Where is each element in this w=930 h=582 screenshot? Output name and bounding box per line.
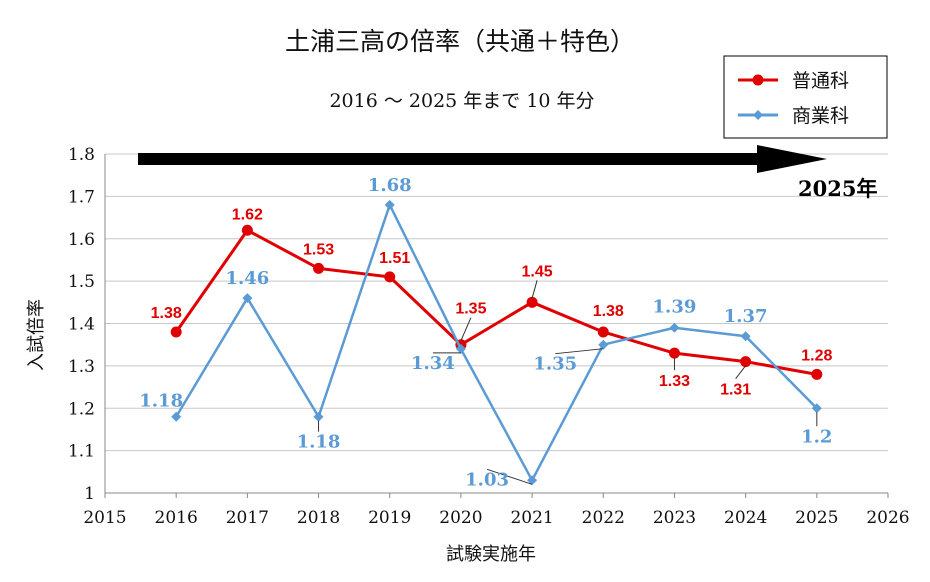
series-group: 1.38 1.62 1.53 1.51 1.35 1.45 1.38 1.33 1.31 1.28…: [139, 175, 832, 490]
label-leader-line: [555, 348, 604, 355]
data-point: [669, 322, 680, 333]
data-label: 1.62: [232, 206, 263, 223]
data-label: 1.31: [720, 382, 751, 399]
data-label: 1.51: [379, 250, 410, 267]
x-axis-label: 試験実施年: [446, 544, 536, 565]
data-point: [526, 296, 538, 308]
chart-title: 土浦三高の倍率（共通＋特色）: [285, 27, 635, 56]
data-label: 1.38: [151, 305, 182, 322]
x-tick-label: 2019: [368, 508, 411, 528]
chart-subtitle: 2016 ～ 2025 年まで 10 年分: [329, 90, 594, 112]
arrow-shape: [138, 145, 827, 173]
y-tick-label: 1.2: [68, 399, 95, 419]
legend-swatch-marker: [753, 110, 763, 120]
x-tick-label: 2020: [439, 508, 482, 528]
data-label: 1.68: [368, 175, 412, 196]
label-leader-line: [460, 317, 472, 341]
data-point: [455, 343, 466, 354]
x-tick-label: 2026: [866, 508, 909, 528]
series-line-shougyou: [175, 203, 818, 482]
data-label: 1.33: [659, 373, 690, 390]
data-point: [384, 271, 396, 283]
y-axis-label: 入試倍率: [26, 299, 47, 371]
gridlines: [105, 153, 888, 452]
y-tick-label: 1.7: [68, 187, 95, 207]
x-tick-label: 2015: [83, 508, 126, 528]
data-point: [811, 368, 823, 380]
data-label: 1.53: [303, 241, 334, 258]
data-point: [384, 199, 395, 210]
y-tick-label: 1.6: [68, 230, 95, 250]
timeline-arrow: 2025年: [138, 145, 877, 201]
y-tick-label: 1: [84, 484, 95, 504]
data-point: [242, 293, 253, 304]
data-label: 1.46: [225, 268, 269, 289]
x-tick-label: 2022: [582, 508, 625, 528]
data-point: [527, 475, 538, 486]
label-leader-line: [531, 280, 538, 299]
x-tick-label: 2017: [226, 508, 269, 528]
label-leader-line: [735, 365, 747, 379]
data-label: 1.35: [533, 354, 577, 375]
data-label: 1.38: [593, 303, 624, 320]
y-tick-label: 1.4: [68, 315, 95, 335]
x-tick-label: 2021: [510, 508, 553, 528]
x-tick-label: 2016: [155, 508, 198, 528]
data-point: [668, 347, 680, 359]
data-label: 1.28: [801, 347, 832, 364]
x-tick-label: 2023: [653, 508, 696, 528]
data-label: 1.34: [411, 353, 455, 374]
legend-box: [723, 55, 888, 139]
series-line-futsuu: [174, 228, 818, 376]
arrow-label: 2025年: [798, 176, 877, 201]
data-point: [313, 411, 324, 422]
data-label: 1.18: [139, 391, 183, 412]
x-tick-label: 2018: [297, 508, 340, 528]
label-leader-line: [486, 468, 533, 485]
tick-labels: 1 1.1 1.2 1.3 1.4 1.5 1.6 1.7 1.8 2015 2016 2017 201…: [68, 145, 910, 528]
legend-label: 商業科: [792, 105, 849, 127]
data-point: [740, 331, 751, 342]
data-point: [241, 224, 253, 236]
x-tick-label: 2025: [795, 508, 838, 528]
data-label: 1.2: [801, 426, 832, 447]
data-label: 1.37: [724, 306, 768, 327]
x-tick-label: 2024: [724, 508, 767, 528]
y-tick-label: 1.3: [68, 357, 95, 377]
y-tick-label: 1.8: [68, 145, 95, 165]
data-label: 1.03: [465, 469, 509, 490]
data-point: [811, 403, 822, 414]
data-point: [740, 356, 752, 368]
data-label: 1.39: [653, 297, 697, 318]
data-label: 1.35: [455, 301, 486, 318]
data-point: [313, 262, 325, 274]
data-label: 1.18: [297, 432, 341, 453]
data-point: [597, 326, 609, 338]
legend-label: 普通科: [792, 70, 849, 92]
data-label: 1.45: [522, 263, 553, 280]
y-tick-label: 1.1: [68, 442, 95, 462]
data-point: [598, 339, 609, 350]
axes: [104, 154, 889, 498]
legend-swatch-marker: [752, 74, 764, 86]
data-point: [170, 326, 182, 338]
data-point: [171, 411, 182, 422]
y-tick-label: 1.5: [68, 272, 95, 292]
